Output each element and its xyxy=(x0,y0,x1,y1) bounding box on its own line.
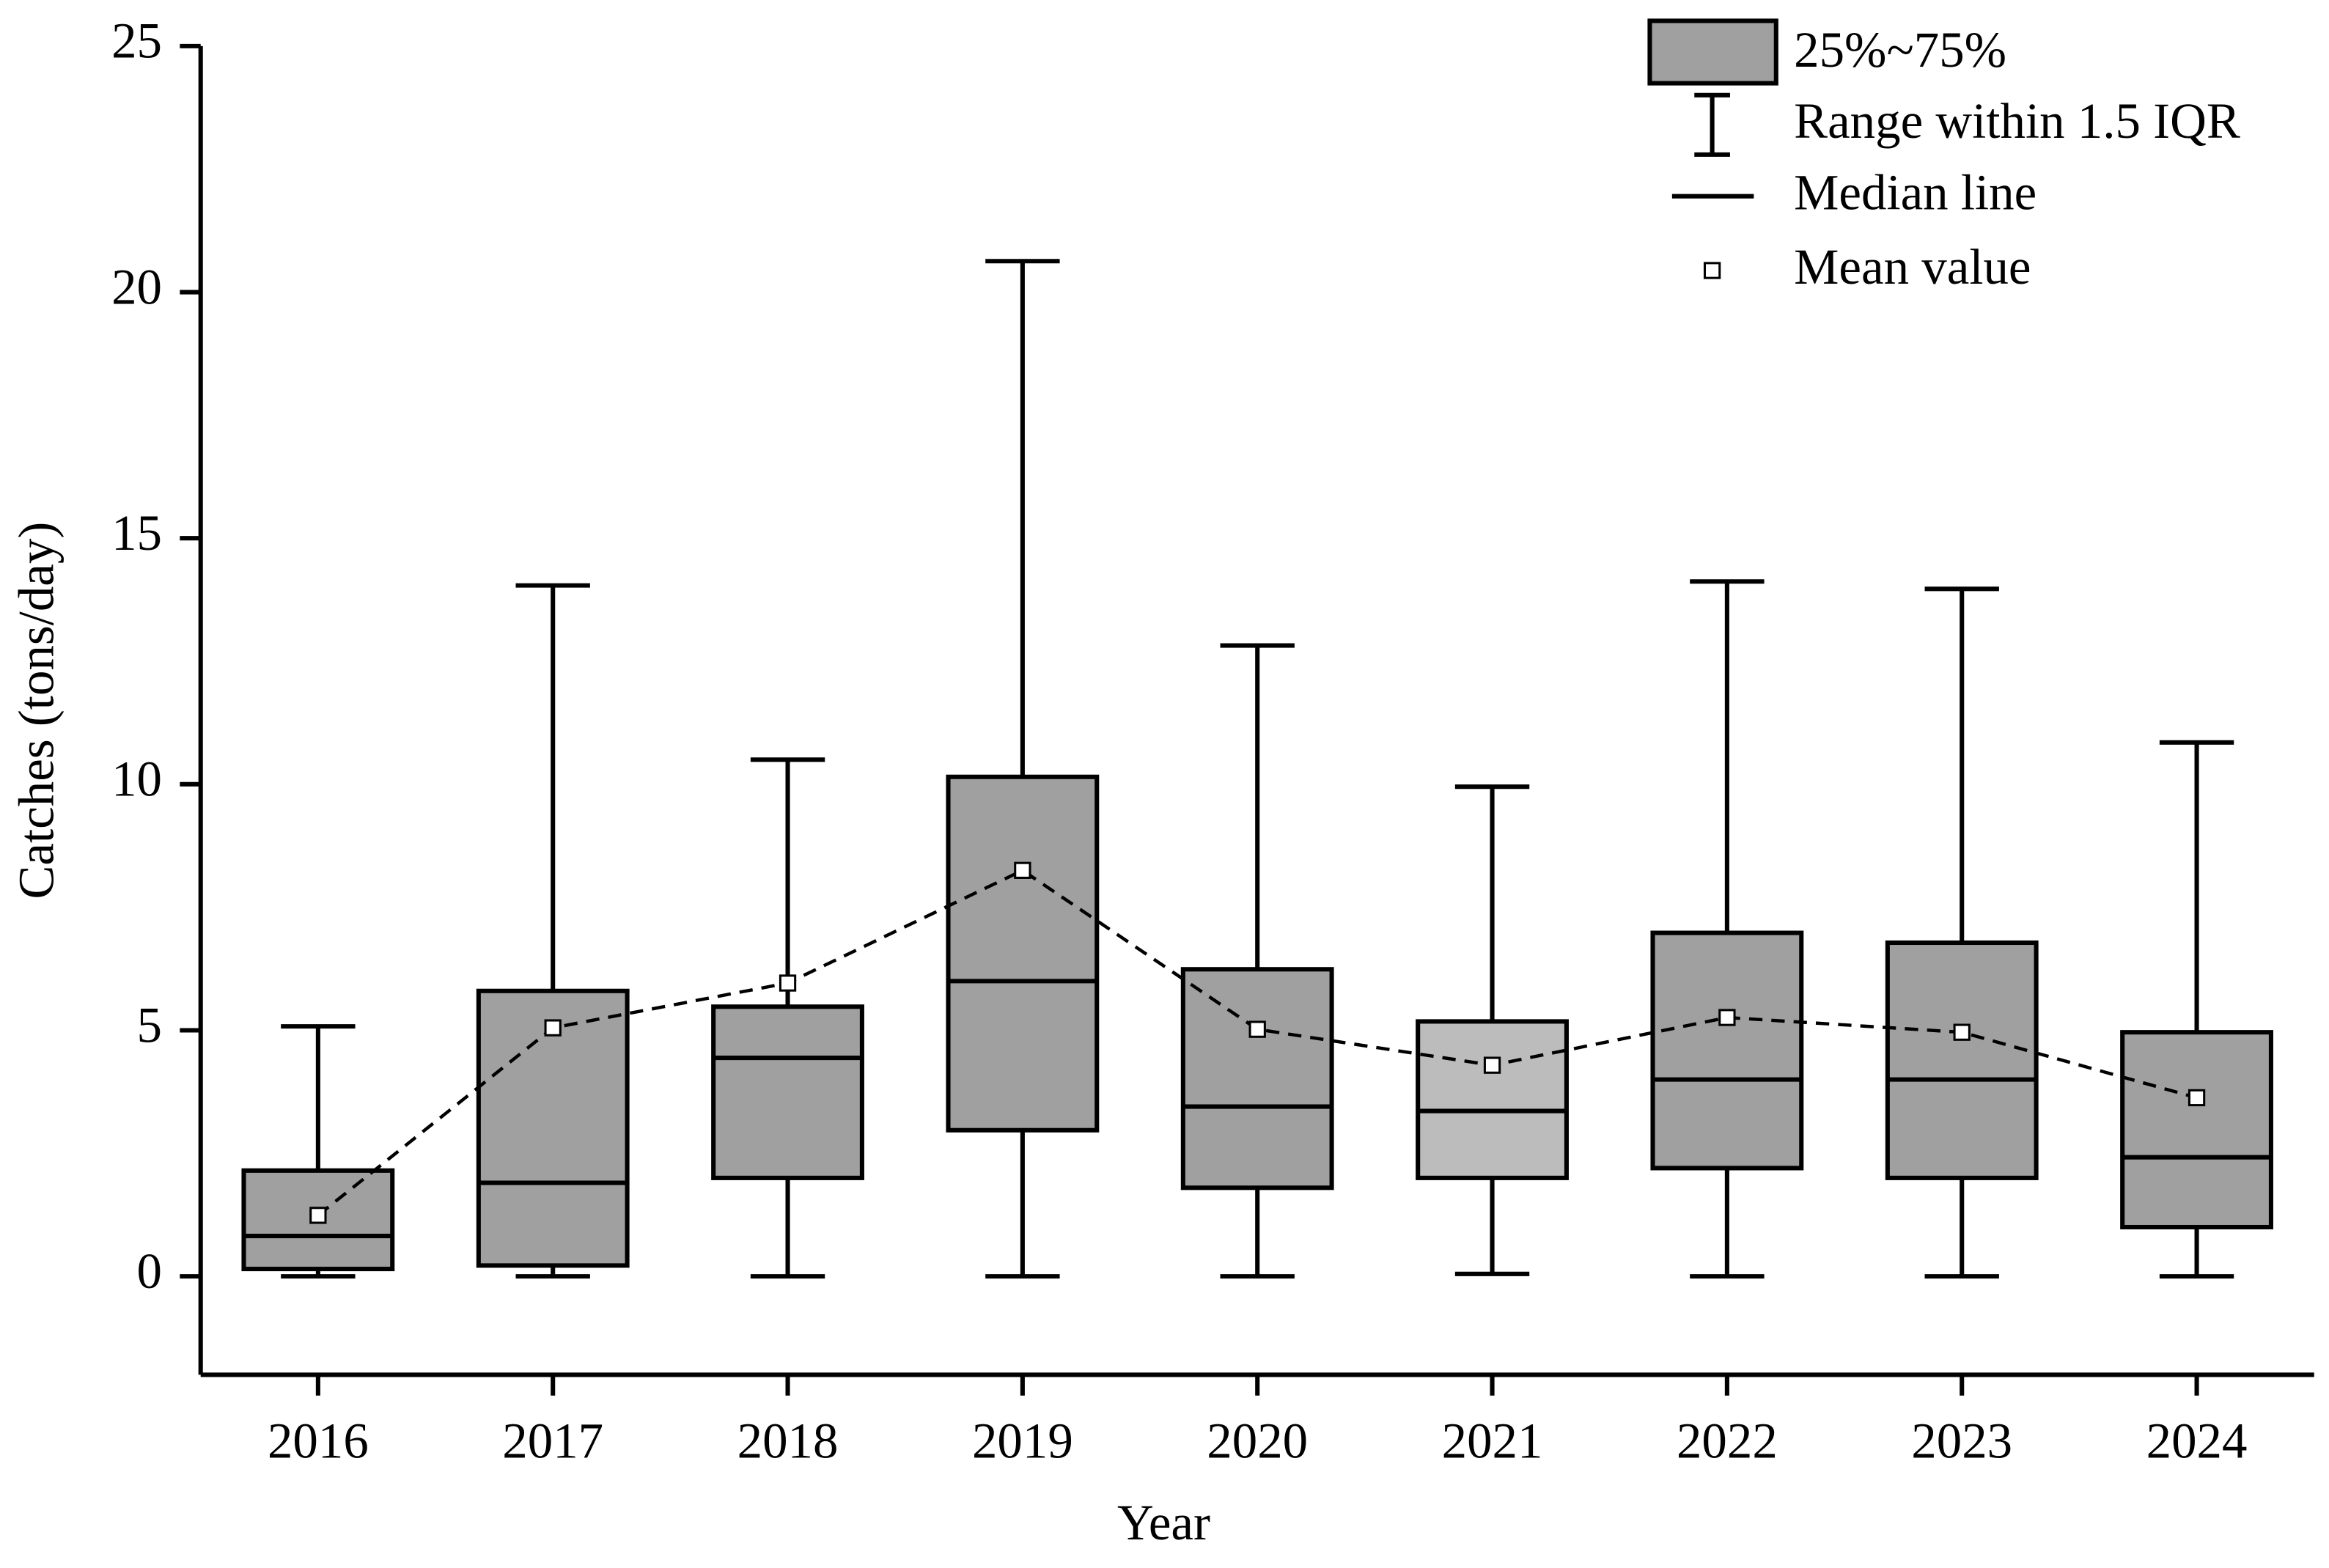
x-tick-label: 2019 xyxy=(972,1413,1073,1469)
mean-line xyxy=(317,868,2198,1217)
x-tick-label: 2023 xyxy=(1911,1413,2012,1469)
y-tick-label: 0 xyxy=(137,1243,162,1299)
mean-marker xyxy=(1483,1056,1501,1074)
box xyxy=(1885,940,2039,1180)
legend: 25%~75% Range within 1.5 IQR Median line… xyxy=(1647,18,2240,295)
x-tick-label: 2021 xyxy=(1442,1413,1543,1469)
box xyxy=(1180,967,1334,1190)
mean-marker xyxy=(1718,1009,1736,1026)
legend-label: Mean value xyxy=(1794,239,2031,295)
box xyxy=(2120,1030,2273,1230)
mean-marker xyxy=(1248,1020,1266,1038)
x-tick-label: 2017 xyxy=(502,1413,603,1469)
x-axis-label: Year xyxy=(1117,1495,1210,1550)
mean-marker xyxy=(309,1207,327,1224)
mean-marker xyxy=(1014,861,1031,879)
box xyxy=(1650,930,1804,1171)
y-tick-label: 25 xyxy=(111,13,162,69)
legend-whisker-icon xyxy=(1694,92,1730,157)
x-tick-label: 2024 xyxy=(2146,1413,2248,1469)
x-tick-label: 2018 xyxy=(737,1413,839,1469)
legend-box-icon xyxy=(1647,18,1778,86)
x-tick-label: 2020 xyxy=(1207,1413,1308,1469)
y-axis-label: Catches (tons/day) xyxy=(9,522,65,899)
mean-marker xyxy=(2188,1089,2206,1107)
box xyxy=(711,1004,864,1180)
box xyxy=(946,774,1100,1133)
legend-label: Range within 1.5 IQR xyxy=(1794,93,2240,149)
x-tick-label: 2022 xyxy=(1677,1413,1778,1469)
box xyxy=(1416,1019,1569,1180)
y-tick-label: 10 xyxy=(111,751,162,807)
mean-marker xyxy=(544,1019,562,1037)
y-tick-label: 20 xyxy=(111,259,162,314)
mean-marker xyxy=(1953,1023,1971,1041)
legend-mean-icon xyxy=(1703,262,1721,279)
legend-label: 25%~75% xyxy=(1794,22,2006,78)
y-tick-label: 15 xyxy=(111,505,162,561)
box xyxy=(476,988,630,1268)
y-tick-label: 5 xyxy=(137,997,162,1053)
x-tick-label: 2016 xyxy=(268,1413,369,1469)
legend-label: Median line xyxy=(1794,164,2037,220)
mean-marker xyxy=(779,974,797,992)
